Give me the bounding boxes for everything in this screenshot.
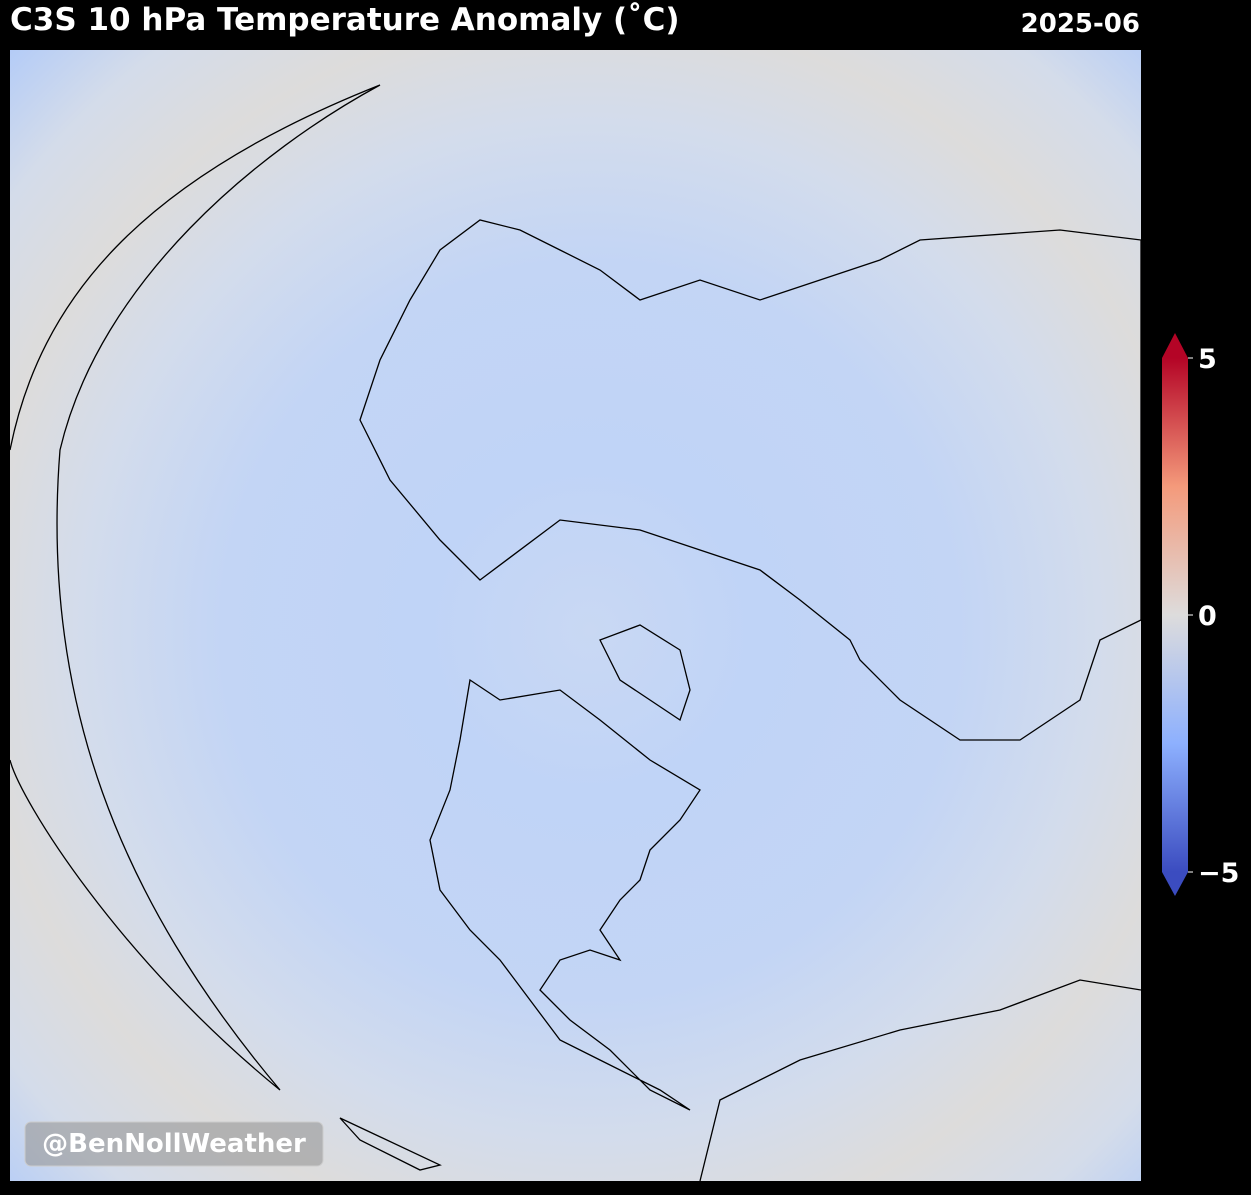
tick-label: 0 [1198, 601, 1217, 632]
map [10, 50, 1141, 1181]
colorbar-ticks: −5 0 5 [1188, 344, 1239, 889]
tick-label: −5 [1198, 858, 1239, 889]
title: C3S 10 hPa Temperature Anomaly (˚C) [10, 2, 680, 38]
tick-label: 5 [1198, 344, 1217, 375]
colorbar [1162, 333, 1188, 896]
date: 2025-06 [1021, 9, 1140, 39]
watermark: @BenNollWeather [42, 1129, 306, 1159]
watermark-box [24, 1121, 324, 1167]
